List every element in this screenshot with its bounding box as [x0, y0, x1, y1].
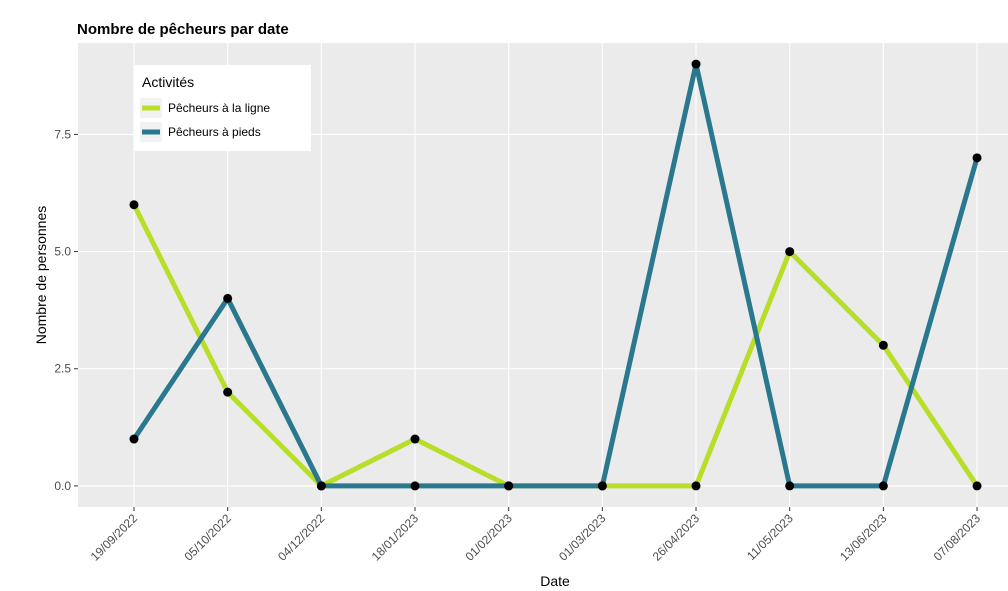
- legend-label: Pêcheurs à pieds: [168, 125, 261, 139]
- data-point: [129, 434, 139, 444]
- data-point: [597, 481, 607, 491]
- y-tick-label: 7.5: [54, 127, 71, 141]
- data-point: [972, 481, 982, 491]
- data-point: [785, 481, 795, 491]
- data-point: [129, 200, 139, 210]
- legend-box: [134, 65, 311, 151]
- x-tick-label: 01/03/2023: [556, 511, 609, 564]
- y-tick-label: 5.0: [54, 245, 71, 259]
- data-point: [691, 59, 701, 69]
- x-tick-label: 26/04/2023: [650, 511, 703, 564]
- legend-title: Activités: [142, 74, 194, 90]
- x-tick-label: 13/06/2023: [837, 511, 890, 564]
- data-point: [878, 340, 888, 350]
- data-point: [878, 481, 888, 491]
- data-point: [691, 481, 701, 491]
- x-tick-label: 11/05/2023: [744, 511, 796, 563]
- chart-title: Nombre de pêcheurs par date: [77, 21, 289, 38]
- legend-label: Pêcheurs à la ligne: [168, 101, 270, 115]
- x-axis-label: Date: [540, 573, 570, 589]
- data-point: [972, 153, 982, 163]
- y-axis-label: Nombre de personnes: [33, 206, 49, 345]
- series-line: [131, 61, 980, 489]
- data-point: [504, 481, 514, 491]
- x-tick-label: 18/01/2023: [369, 511, 422, 564]
- x-tick-label: 01/02/2023: [462, 511, 515, 564]
- x-tick-label: 07/08/2023: [931, 511, 984, 564]
- data-point: [223, 293, 233, 303]
- y-tick-label: 0.0: [54, 479, 71, 493]
- x-tick-label: 19/09/2022: [88, 511, 141, 564]
- data-point: [785, 247, 795, 257]
- data-point: [410, 434, 420, 444]
- data-point: [223, 387, 233, 397]
- data-point: [316, 481, 326, 491]
- x-tick-label: 05/10/2022: [181, 511, 234, 564]
- y-tick-label: 2.5: [54, 362, 71, 376]
- x-tick-label: 04/12/2022: [275, 511, 328, 564]
- data-point: [410, 481, 420, 491]
